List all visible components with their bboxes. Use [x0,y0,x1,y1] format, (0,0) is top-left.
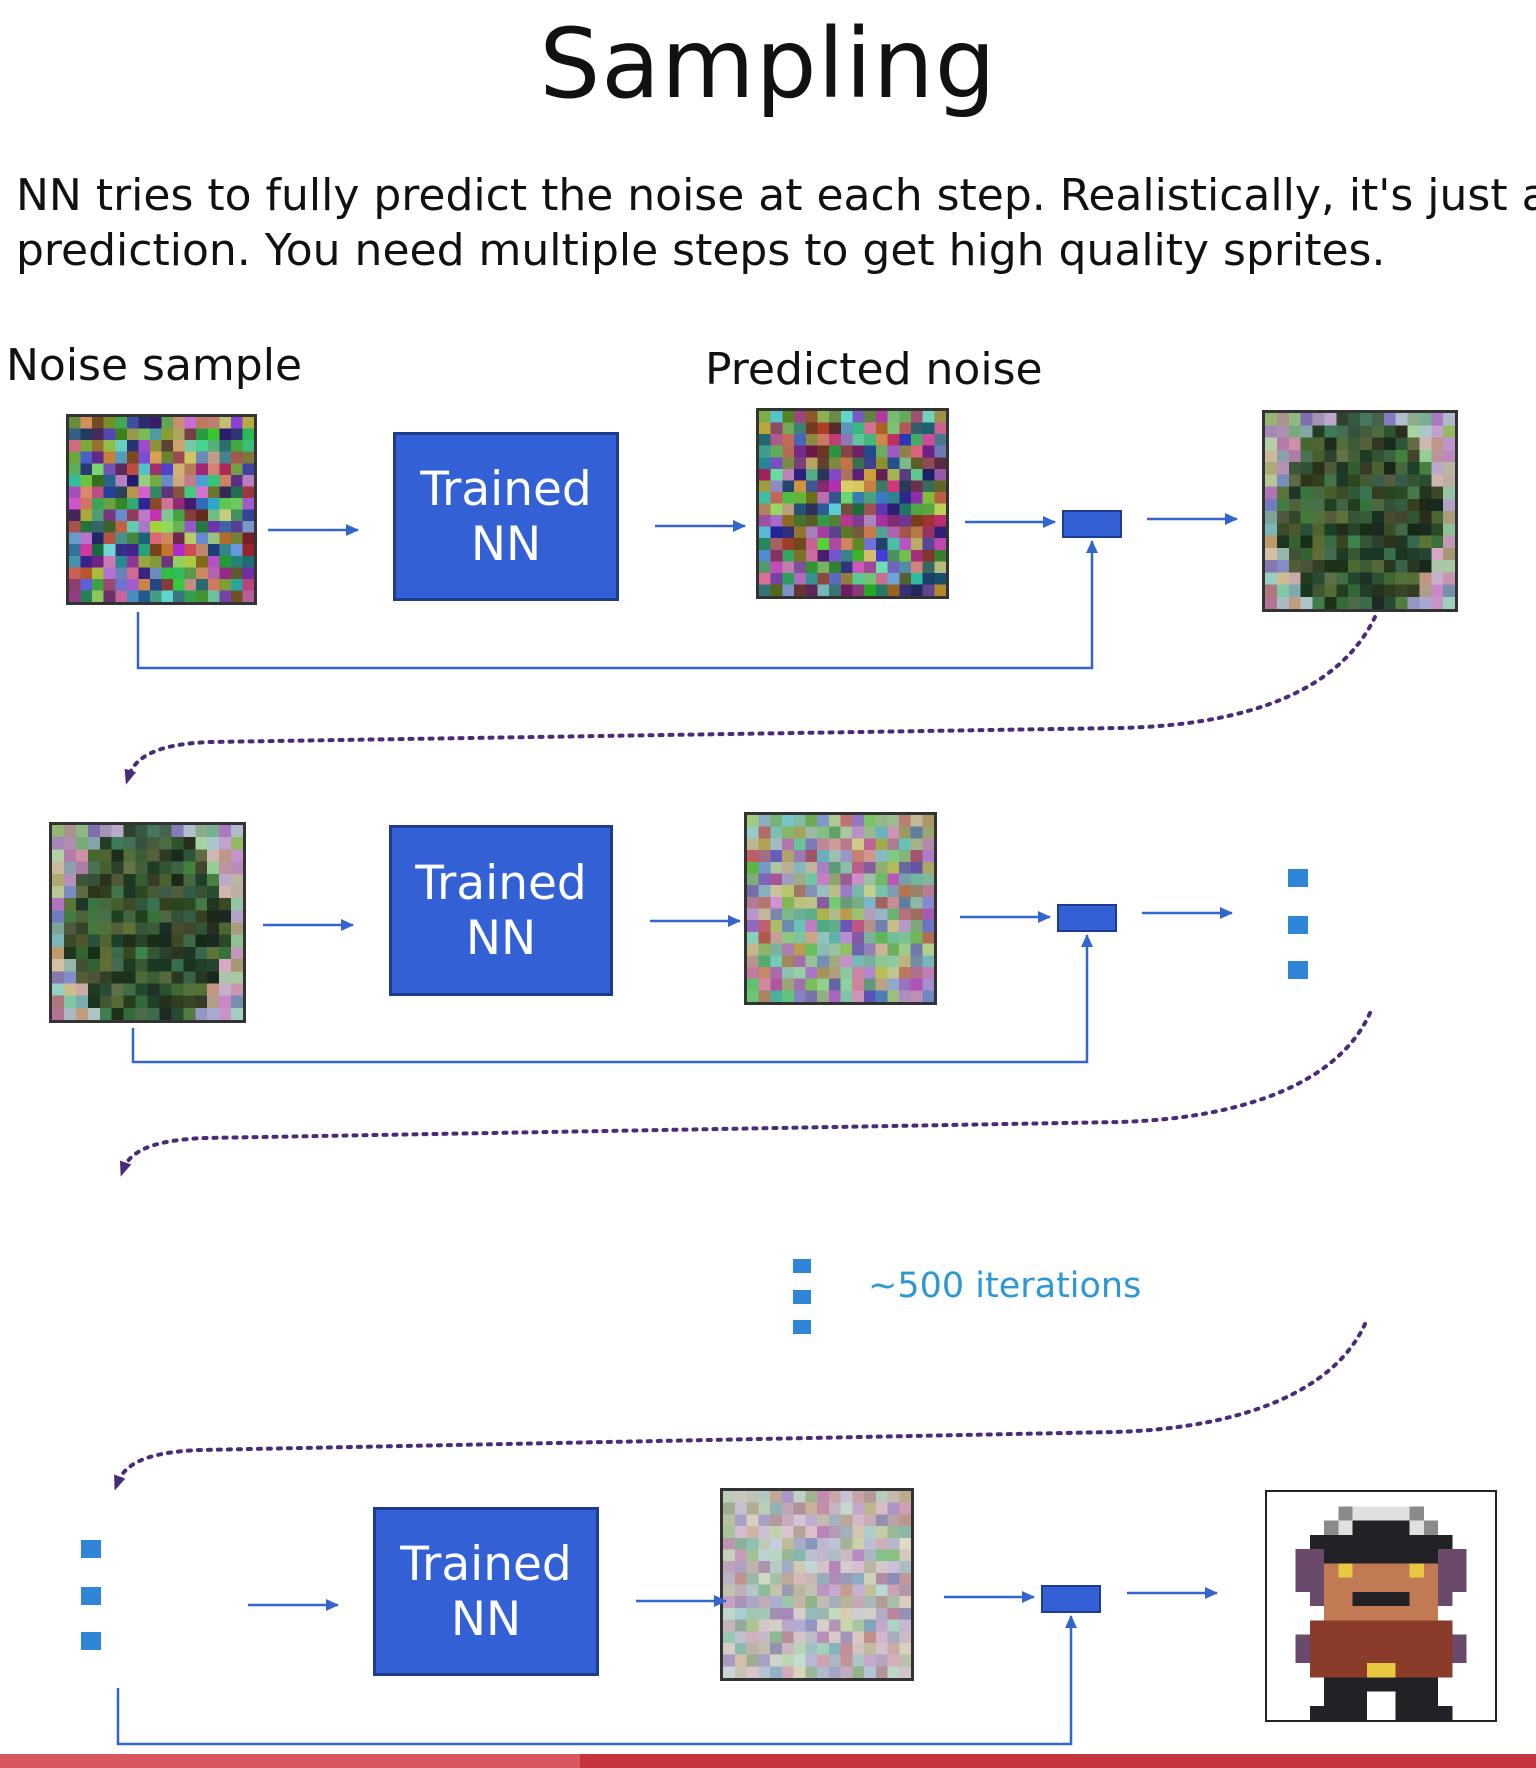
ellipsis-dot [1288,961,1308,979]
denoised-step-input-image [49,822,246,1023]
ellipsis-dot [1288,916,1308,934]
trained-nn-box: Trained NN [389,825,613,996]
trained-nn-label-nn: NN [470,516,542,572]
trained-nn-label: Trained [415,855,587,911]
ellipsis-dot [1288,869,1308,887]
trained-nn-label: Trained [400,1536,572,1592]
dotted-arrow [124,615,1377,785]
blob-pattern [1265,413,1455,609]
ellipsis-dot [81,1632,101,1650]
ellipsis-dot [81,1540,101,1558]
trained-nn-label-nn: NN [465,910,537,966]
noise-pattern [759,411,946,596]
subtract-op [1041,1585,1101,1613]
dotted-arrow [119,1011,1372,1177]
predicted-noise-image [744,812,937,1005]
ellipsis-dot [793,1259,811,1273]
subtract-op [1057,904,1117,932]
noise-pattern [69,417,254,602]
predicted-noise-image [756,408,949,599]
predicted-noise-label: Predicted noise [705,344,1043,395]
description-line-1: NN tries to fully predict the noise at e… [16,170,1536,221]
ellipsis-dot [793,1320,811,1334]
ellipsis-dot [793,1290,811,1304]
description-line-2: prediction. You need multiple steps to g… [16,225,1386,276]
page-title: Sampling [539,8,997,120]
skip-connection [116,1615,1077,1746]
denoised-step-image [1262,410,1458,612]
subtract-op [1062,510,1122,538]
description: NN tries to fully predict the noise at e… [16,168,1536,278]
dotted-arrow [114,1322,1367,1491]
final-sprite-image [1265,1490,1497,1722]
trained-nn-box: Trained NN [393,432,619,601]
predicted-noise-image [720,1488,914,1681]
noise-sample-label: Noise sample [6,340,303,391]
bottom-bar [0,1754,1536,1768]
sprite-pattern [1295,1506,1467,1720]
skip-connection [136,540,1098,670]
noise-sample-image [66,414,257,605]
trained-nn-label: Trained [420,461,592,517]
trained-nn-label-nn: NN [450,1591,522,1647]
blob-pattern [52,825,243,1020]
ellipsis-dot [81,1587,101,1605]
trained-nn-box: Trained NN [373,1507,599,1676]
noise-pattern [723,1491,911,1678]
iterations-label: ~500 iterations [868,1266,1142,1306]
skip-connection [131,934,1093,1064]
noise-pattern [747,815,934,1002]
